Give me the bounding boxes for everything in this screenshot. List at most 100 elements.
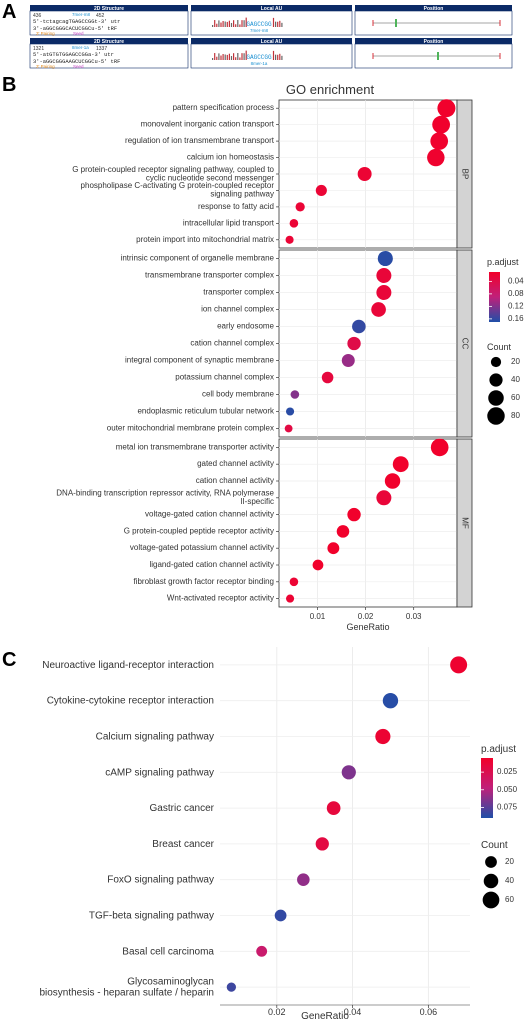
dot-mf (392, 456, 409, 473)
size-legend-label: 40 (511, 375, 520, 384)
pathway-label: Gastric cancer (150, 803, 215, 814)
dot-bp (285, 235, 294, 244)
au-bar (216, 23, 218, 27)
go-enrichment-chart: pattern specification process monovalent … (56, 99, 524, 632)
au-bar (233, 53, 235, 60)
au-bar (243, 20, 245, 27)
pathway-label: Neuroactive ligand-receptor interaction (42, 660, 214, 671)
size-legend-dot (488, 390, 504, 406)
pathway-label: Calcium signaling pathway (96, 731, 214, 742)
panel-a-header-text: Position (424, 6, 444, 12)
seed-label: Seed (73, 31, 84, 36)
term-label-line: integral component of synaptic membrane (125, 356, 275, 365)
au-bar (222, 54, 224, 60)
au-bar (277, 21, 279, 27)
size-legend-dot (485, 856, 497, 868)
term-label: protein import into mitochondrial matrix (136, 235, 274, 244)
au-bar (235, 57, 237, 60)
dot-cc (377, 250, 393, 267)
color-legend-title: p.adjust (487, 257, 519, 267)
size-legend-dot (490, 356, 502, 368)
term-label-line: pattern specification process (173, 103, 274, 112)
pathway-label: TGF-beta signaling pathway (89, 910, 214, 921)
au-bar (277, 54, 279, 60)
dot-bp (427, 148, 445, 167)
au-bar (218, 53, 220, 60)
pathway-label-line: Neuroactive ligand-receptor interaction (42, 660, 214, 671)
pathway-label: cAMP signaling pathway (105, 767, 214, 778)
dot-bp (430, 132, 449, 150)
term-label-line: endoplasmic reticulum tubular network (137, 407, 275, 416)
pairing-label: 3' Pairing (36, 64, 55, 69)
au-bar (272, 50, 275, 60)
term-label-line: fibroblast growth factor receptor bindin… (133, 577, 274, 586)
facet-strip-label: MF (460, 517, 469, 529)
au-label: 8mer-1a (251, 61, 268, 66)
dot-mf (430, 438, 449, 457)
au-bar (243, 53, 245, 60)
dot-mf (289, 577, 299, 587)
au-bar (218, 20, 220, 27)
dot-bp (289, 219, 299, 228)
term-label-line: protein import into mitochondrial matrix (136, 235, 274, 244)
au-motif: GAGCCGG (246, 54, 272, 61)
pathway-dot (315, 837, 329, 851)
size-legend-label: 80 (511, 411, 520, 420)
au-bar (281, 55, 283, 60)
dot-cc (376, 268, 392, 283)
x-tick-label: 0.06 (420, 1007, 438, 1017)
position-start: 1321 (33, 46, 44, 52)
term-label-line: metal ion transmembrane transporter acti… (116, 443, 274, 452)
x-tick-label: 0.02 (268, 1007, 286, 1017)
au-bar (220, 55, 222, 60)
au-bar (275, 54, 277, 60)
term-label-line: G protein-coupled receptor signaling pat… (72, 165, 274, 174)
seed-type-label: 7mer-m8 (72, 12, 90, 17)
term-label: G protein-coupled peptide receptor activ… (124, 527, 274, 536)
panel-a-header-bar (191, 5, 352, 11)
term-label: intracellular lipid transport (183, 218, 275, 227)
au-bar (245, 17, 247, 27)
term-label-line: regulation of ion transmembrane transpor… (125, 136, 275, 145)
au-bar (241, 53, 243, 60)
term-label-line: DNA-binding transcription repressor acti… (56, 489, 274, 498)
dot-mf (286, 594, 295, 603)
term-label: ion channel complex (201, 305, 274, 314)
panel-letter-a: A (2, 1, 16, 23)
pathway-label: Basal cell carcinoma (122, 946, 214, 957)
term-label-line: phospholipase C-activating G protein-cou… (81, 181, 275, 190)
panel-a-header-text: Local AU (261, 6, 283, 12)
color-legend-label: 0.16 (508, 314, 524, 323)
facet-strip (456, 249, 473, 438)
au-bar (272, 17, 275, 27)
term-label: regulation of ion transmembrane transpor… (125, 136, 275, 145)
term-label-line: early endosome (217, 322, 274, 331)
pathway-dot (450, 656, 468, 674)
au-bar (245, 50, 247, 60)
dot-mf (347, 507, 361, 522)
au-bar (212, 25, 214, 27)
trf-sequence: 3'-aGGCGGGCACUCGGCu-5' tRF (33, 26, 117, 32)
dot-bp (432, 115, 450, 134)
facet-strip-label: CC (460, 338, 469, 350)
pathway-label-line: Basal cell carcinoma (122, 946, 214, 957)
size-legend-dot (489, 373, 503, 387)
position-end: 452 (96, 13, 105, 19)
term-label: calcium ion homeostasis (187, 153, 274, 162)
color-legend-label: 0.04 (508, 276, 524, 285)
term-label: pattern specification process (173, 103, 274, 112)
panel-letter-c: C (2, 649, 16, 671)
term-label-line: calcium ion homeostasis (187, 153, 274, 162)
position-marker (437, 52, 439, 60)
term-label: response to fatty acid (198, 202, 274, 211)
term-label-line: ion channel complex (201, 305, 274, 314)
pathway-dot (375, 728, 391, 745)
term-label: transporter complex (203, 288, 274, 297)
dot-cc (352, 319, 366, 334)
term-label: metal ion transmembrane transporter acti… (116, 443, 274, 452)
au-bar (228, 53, 230, 60)
size-legend-label: 60 (511, 393, 520, 402)
dot-mf (376, 490, 392, 506)
color-legend-bar (489, 272, 500, 322)
color-legend-label: 0.12 (508, 301, 524, 310)
